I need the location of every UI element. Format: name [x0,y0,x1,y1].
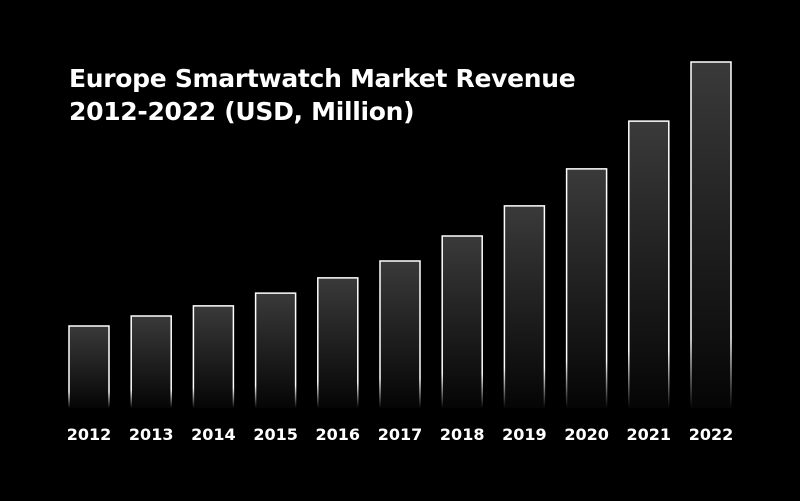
bar-outline-2022 [690,61,732,408]
bar-outline-2015 [254,292,297,408]
x-tick-label: 2020 [564,425,609,444]
x-tick-label: 2012 [67,425,112,444]
x-tick-label: 2022 [689,425,734,444]
bar-outline-2018 [441,235,483,408]
bar-2015 [255,293,296,408]
bar-2014 [193,305,234,408]
chart-title-line-2: 2012-2022 (USD, Million) [69,97,415,126]
bar-outline-2013 [130,315,172,408]
x-tick-label: 2018 [440,425,485,444]
bar-2018 [442,236,483,408]
bar-2021 [628,121,669,408]
bar-outline-2012 [68,325,110,408]
bar-2013 [131,315,172,408]
bar-outline-2020 [565,168,608,408]
x-tick-label: 2016 [316,425,361,444]
bar-2012 [69,325,109,408]
bar-outline-2016 [317,277,359,408]
x-tick-label: 2019 [502,425,547,444]
bar-outline-2017 [379,260,421,408]
x-tick-label: 2013 [129,425,174,444]
x-tick-label: 2021 [627,425,672,444]
bar-outline-2021 [628,120,670,408]
x-tick-label: 2015 [253,425,298,444]
bar-2016 [317,277,358,408]
bar-2017 [380,260,420,408]
x-tick-label: 2017 [378,425,423,444]
bar-2022 [691,62,731,408]
bar-outline-2019 [503,205,546,408]
chart-title: Europe Smartwatch Market Revenue 2012-20… [69,62,576,128]
bar-outline-2014 [192,305,235,408]
bar-2020 [566,168,607,408]
chart-title-line-1: Europe Smartwatch Market Revenue [69,64,576,93]
bar-2019 [504,205,545,408]
x-tick-label: 2014 [191,425,236,444]
